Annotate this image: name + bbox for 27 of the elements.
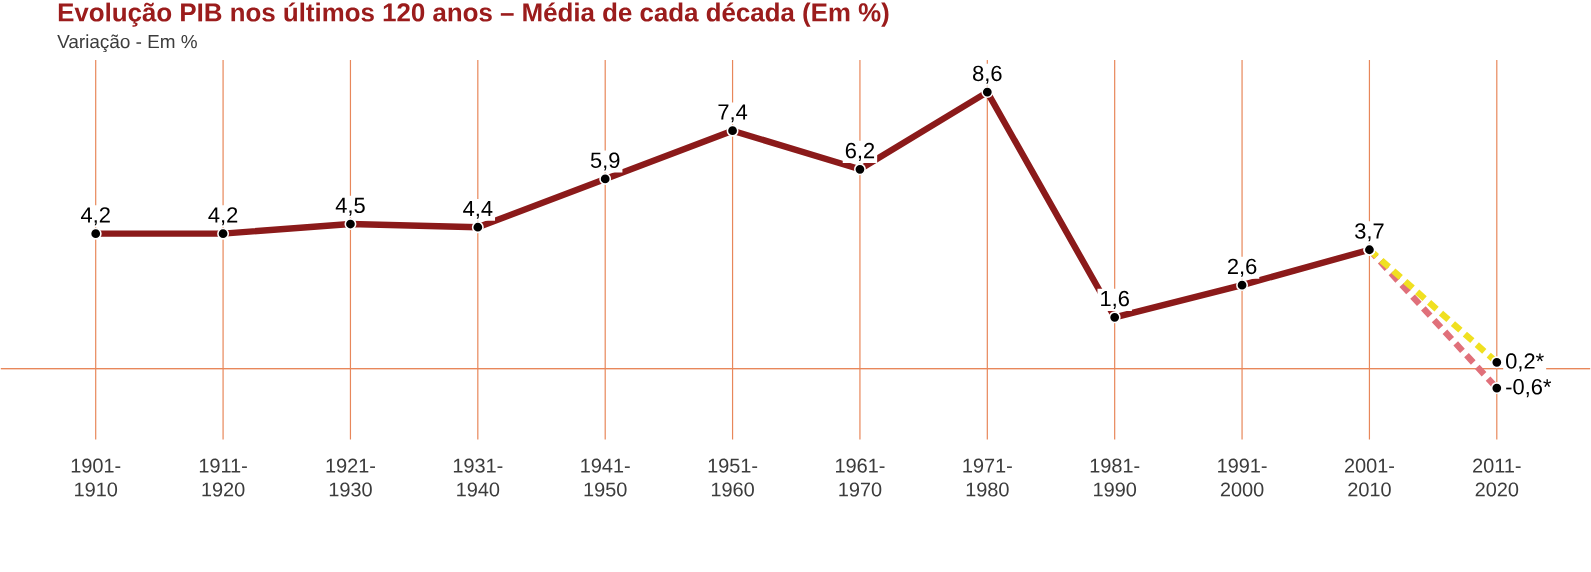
data-label: 6,2 xyxy=(845,142,875,161)
data-label: 1,6 xyxy=(1101,290,1129,309)
chart-title: Evolução PIB nos últimos 120 anos – Média de cada década (Em %) xyxy=(58,2,889,27)
data-label: 4,4 xyxy=(463,200,493,219)
data-label: 4,2 xyxy=(80,207,110,226)
data-label: 2,6 xyxy=(1227,258,1257,277)
data-label: 4,5 xyxy=(335,197,365,216)
data-label: 7,4 xyxy=(718,104,748,123)
data-label: 5,9 xyxy=(590,152,620,171)
x-tick-label: 1961-1970 xyxy=(836,458,885,497)
data-label: 4,2 xyxy=(208,207,238,226)
chart-subtitle: Variação - Em % xyxy=(57,34,197,52)
x-tick-label: 1951-1960 xyxy=(708,458,758,497)
x-tick-label: 1911-1920 xyxy=(199,458,247,497)
x-tick-label: 2001-2010 xyxy=(1344,458,1394,497)
x-tick-label: 1901-1910 xyxy=(71,458,121,497)
x-tick-label: 1971-1980 xyxy=(963,458,1012,497)
x-tick-label: 1991-2000 xyxy=(1218,458,1267,497)
x-tick-label: 1981-1990 xyxy=(1090,458,1140,497)
x-tick-label: 1941-1950 xyxy=(581,458,630,497)
data-label: 8,6 xyxy=(973,65,1002,84)
x-tick-label: 1921-1930 xyxy=(326,458,376,497)
x-tick-label: 1931-1940 xyxy=(453,458,503,497)
data-label: 0,2* xyxy=(1506,353,1544,372)
x-tick-label: 2011-2020 xyxy=(1473,458,1521,497)
data-label: 3,7 xyxy=(1355,223,1384,242)
data-label: -0,6* xyxy=(1506,378,1552,397)
